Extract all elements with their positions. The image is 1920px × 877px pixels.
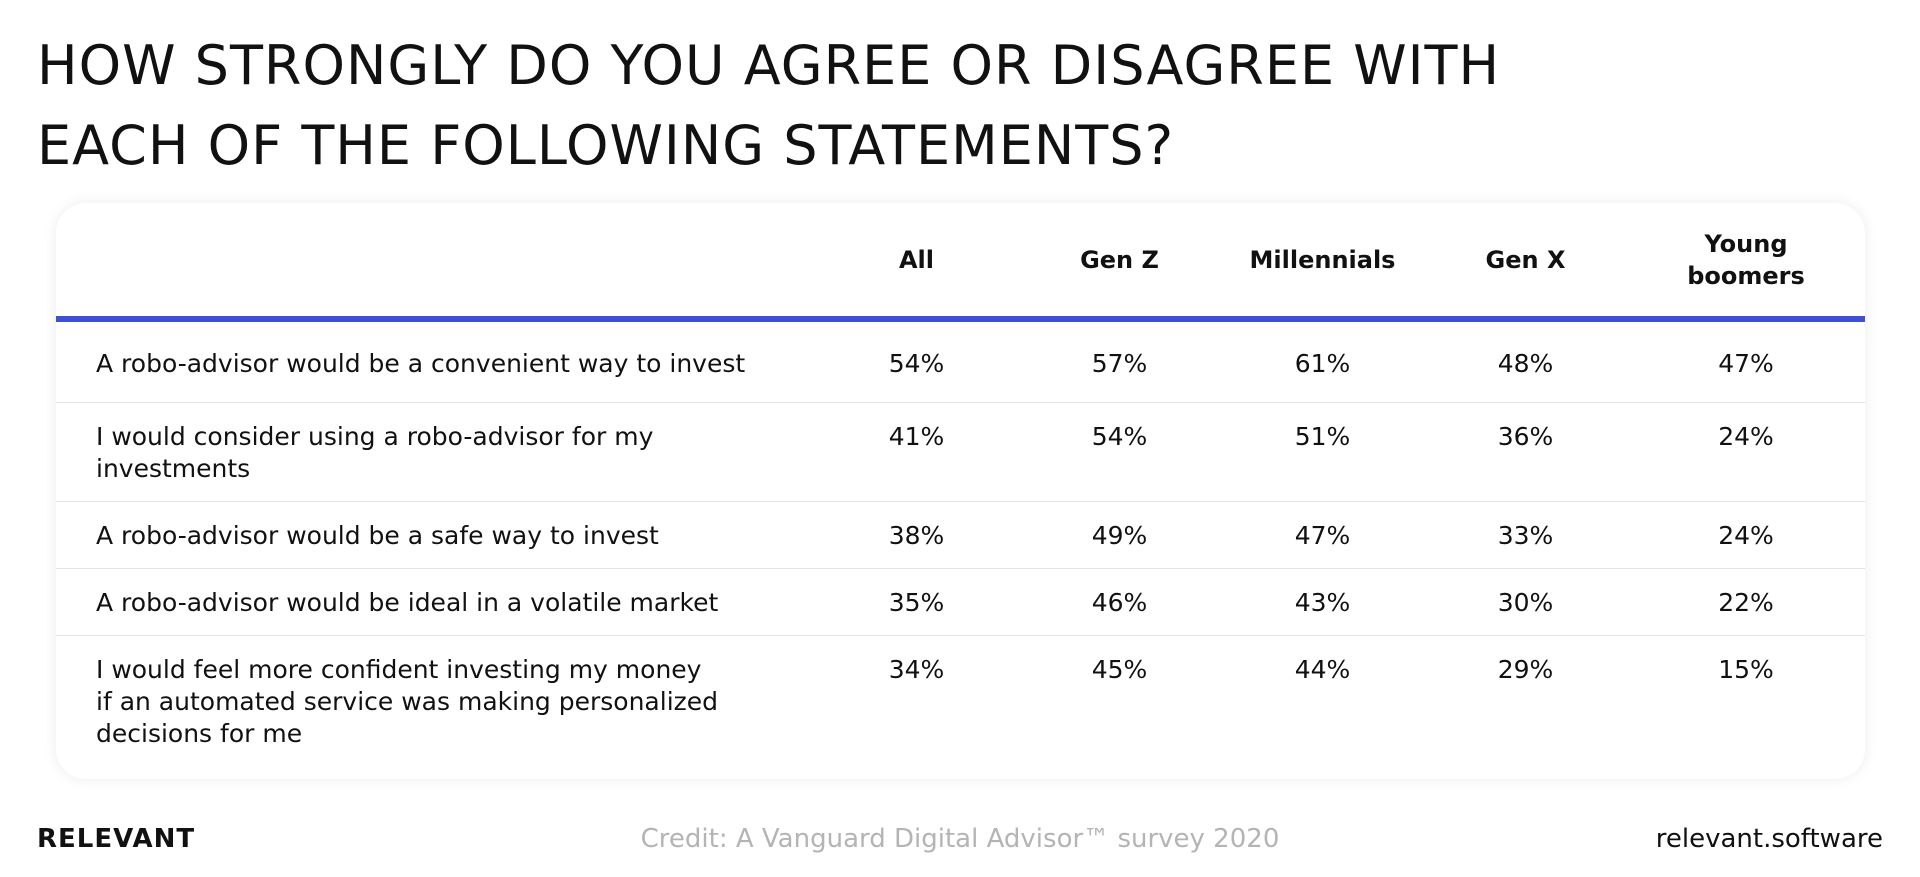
- table-row: I would feel more confident investing my…: [56, 636, 1865, 780]
- percent-cell: 43%: [1221, 568, 1424, 636]
- percent-cell: 57%: [1018, 319, 1221, 403]
- column-header: Gen X: [1424, 203, 1627, 322]
- site-link: relevant.software: [1655, 824, 1883, 854]
- percent-cell: 34%: [888, 655, 945, 684]
- column-header: All: [815, 203, 1018, 322]
- title-line: HOW STRONGLY DO YOU AGREE OR DISAGREE WI…: [37, 34, 1501, 97]
- column-header: Millennials: [1221, 203, 1424, 322]
- statement: A robo-advisor would be a safe way to in…: [56, 501, 815, 569]
- percent-cell: 44%: [1294, 655, 1351, 684]
- table-card: All Gen Z Millennials Gen X Young boomers A …: [56, 203, 1865, 779]
- percent-cell: 38%: [815, 501, 1018, 569]
- percent-cell: 24%: [1627, 402, 1865, 502]
- percent-cell: 45%: [1091, 655, 1148, 684]
- percent-cell: 61%: [1221, 319, 1424, 403]
- percent-cell: 47%: [1221, 501, 1424, 569]
- percent-cell: 33%: [1424, 501, 1627, 569]
- table-row: A robo-advisor would be ideal in a volat…: [56, 568, 1865, 636]
- table-row: I would consider using a robo-advisor fo…: [56, 402, 1865, 502]
- percent-cell: 41%: [815, 402, 1018, 502]
- table-body: A robo-advisor would be a convenient way…: [56, 319, 1865, 779]
- table-row: A robo-advisor would be a safe way to in…: [56, 501, 1865, 569]
- percent-cell: 49%: [1018, 501, 1221, 569]
- header-row: All Gen Z Millennials Gen X Young boomers: [56, 203, 1865, 322]
- column-header: Gen Z: [1018, 203, 1221, 322]
- percent-cell: 47%: [1627, 319, 1865, 403]
- percent-cell: 29%: [1497, 655, 1554, 684]
- percent-cell: 54%: [815, 319, 1018, 403]
- statement: I would feel more confident investing my…: [96, 655, 719, 748]
- title-line: EACH OF THE FOLLOWING STATEMENTS?: [37, 114, 1175, 177]
- statement: I would consider using a robo-advisor fo…: [56, 402, 815, 502]
- percent-cell: 36%: [1424, 402, 1627, 502]
- percent-cell: 54%: [1018, 402, 1221, 502]
- statement: A robo-advisor would be a convenient way…: [56, 319, 815, 403]
- credit: Credit: A Vanguard Digital Advisor™ surv…: [640, 824, 1280, 854]
- percent-cell: 15%: [1718, 655, 1774, 684]
- column-header: Young boomers: [1627, 203, 1865, 322]
- header-cell: [56, 203, 815, 322]
- percent-cell: 48%: [1424, 319, 1627, 403]
- percent-cell: 51%: [1221, 402, 1424, 502]
- table-row: A robo-advisor would be a convenient way…: [56, 319, 1865, 403]
- percent-cell: 46%: [1018, 568, 1221, 636]
- statement: A robo-advisor would be ideal in a volat…: [56, 568, 815, 636]
- brand: RELEVANT: [37, 824, 196, 854]
- title: HOW STRONGLY DO YOU AGREE OR DISAGREE WI…: [37, 26, 1500, 186]
- table: All Gen Z Millennials Gen X Young boomers A …: [56, 203, 1865, 779]
- percent-cell: 30%: [1424, 568, 1627, 636]
- percent-cell: 24%: [1627, 501, 1865, 569]
- percent-cell: 35%: [815, 568, 1018, 636]
- percent-cell: 22%: [1627, 568, 1865, 636]
